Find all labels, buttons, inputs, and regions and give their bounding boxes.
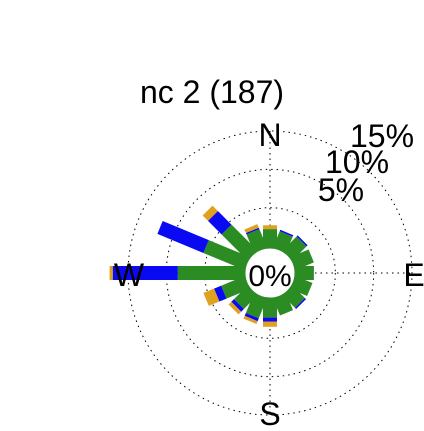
bar-315-orange — [202, 205, 218, 221]
ring-label-15: 15% — [350, 118, 414, 154]
bar-270-blue — [112, 266, 178, 280]
bar-270-green — [177, 266, 243, 280]
bar-315-green — [221, 224, 256, 259]
bar-225-blue — [231, 299, 244, 312]
bar-247.5-blue — [214, 285, 227, 302]
direction-label-w: W — [114, 257, 145, 293]
bar-337.5-orange — [244, 224, 259, 233]
bar-0-green — [263, 229, 277, 246]
bar-202.5-blue — [244, 313, 259, 322]
center-hub: 0% — [240, 243, 300, 303]
ring-label-5: 5% — [318, 172, 364, 208]
bar-225-orange — [228, 301, 242, 315]
center-label: 0% — [248, 260, 291, 293]
bar-247.5-green — [221, 276, 248, 299]
bar-292.5-green — [203, 240, 248, 270]
bar-0-orange — [263, 225, 277, 230]
bar-180-orange — [263, 321, 277, 327]
bar-315-blue — [208, 211, 232, 235]
direction-label-n: N — [258, 117, 281, 153]
bar-292.5-blue — [157, 221, 209, 253]
bar-202.5-orange — [243, 315, 258, 324]
bar-135-blue — [295, 298, 306, 309]
bar-22.5-blue — [279, 229, 294, 237]
bar-90-green — [297, 266, 314, 280]
sector-bars — [109, 205, 314, 327]
bar-45-blue — [296, 235, 308, 247]
direction-label-s: S — [259, 396, 280, 431]
center-circle — [240, 243, 300, 303]
bar-270-orange — [109, 266, 113, 280]
bar-180-blue — [263, 317, 277, 322]
chart-title: nc 2 (187) — [140, 74, 284, 110]
direction-label-e: E — [403, 257, 424, 293]
ring-label-10: 10% — [325, 144, 389, 180]
bar-247.5-orange — [203, 288, 220, 306]
bar-337.5-blue — [245, 227, 260, 235]
bar-180-green — [263, 300, 277, 318]
chart-labels: nc 2 (187) 15% 10% 5% N E S W — [114, 74, 424, 431]
